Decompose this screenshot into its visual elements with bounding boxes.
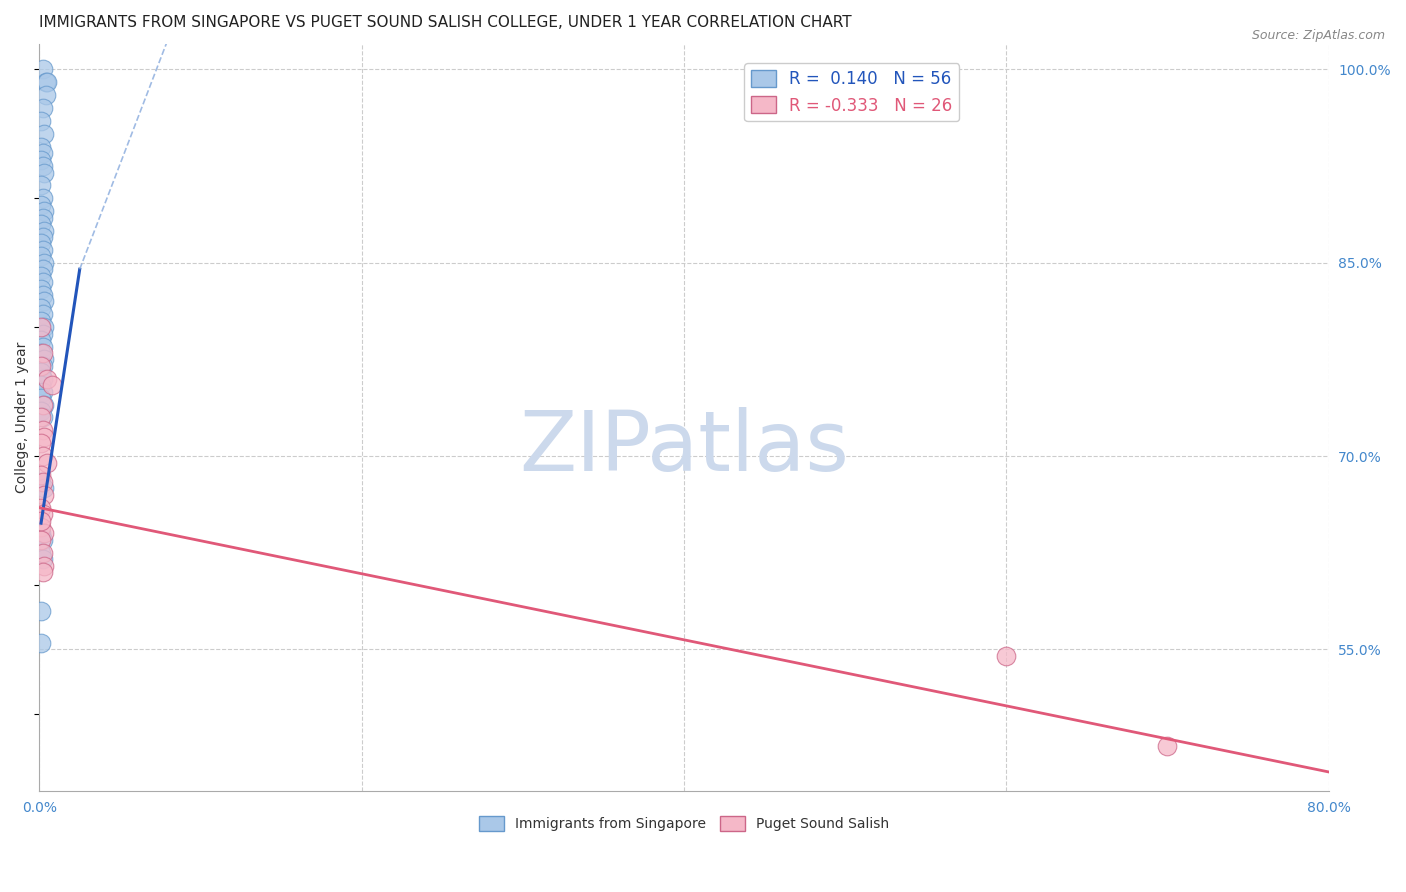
- Point: [31, 546, 53, 560]
- Point: [31, 288, 53, 302]
- Point: [30, 546, 52, 560]
- Point: [31, 423, 53, 437]
- Point: [31, 410, 53, 425]
- Point: [31, 101, 53, 115]
- Point: [30, 436, 52, 450]
- Point: [31, 384, 53, 399]
- Point: [31, 307, 53, 321]
- Point: [32, 165, 55, 179]
- Point: [37, 372, 59, 386]
- Point: [30, 475, 52, 489]
- Point: [31, 398, 53, 412]
- Point: [32, 558, 55, 573]
- Text: IMMIGRANTS FROM SINGAPORE VS PUGET SOUND SALISH COLLEGE, UNDER 1 YEAR CORRELATIO: IMMIGRANTS FROM SINGAPORE VS PUGET SOUND…: [39, 15, 852, 30]
- Point: [30, 526, 52, 541]
- Point: [30, 468, 52, 483]
- Point: [30, 249, 52, 263]
- Point: [32, 320, 55, 334]
- Point: [30, 178, 52, 193]
- Point: [37, 75, 59, 89]
- Point: [30, 533, 52, 547]
- Point: [1156, 739, 1178, 753]
- Point: [31, 262, 53, 277]
- Point: [31, 62, 53, 77]
- Point: [30, 140, 52, 154]
- Point: [31, 507, 53, 521]
- Point: [32, 127, 55, 141]
- Point: [30, 500, 52, 515]
- Point: [30, 514, 52, 528]
- Point: [32, 204, 55, 219]
- Point: [31, 326, 53, 341]
- Point: [30, 359, 52, 373]
- Point: [30, 520, 52, 534]
- Point: [30, 114, 52, 128]
- Point: [32, 430, 55, 444]
- Point: [31, 552, 53, 566]
- Legend: Immigrants from Singapore, Puget Sound Salish: Immigrants from Singapore, Puget Sound S…: [474, 811, 894, 837]
- Point: [30, 410, 52, 425]
- Point: [30, 217, 52, 231]
- Point: [31, 146, 53, 161]
- Point: [32, 488, 55, 502]
- Point: [30, 198, 52, 212]
- Point: [31, 275, 53, 289]
- Point: [995, 648, 1018, 663]
- Point: [31, 191, 53, 205]
- Point: [30, 301, 52, 315]
- Point: [30, 333, 52, 347]
- Point: [31, 475, 53, 489]
- Point: [31, 340, 53, 354]
- Y-axis label: College, Under 1 year: College, Under 1 year: [15, 342, 30, 493]
- Point: [41, 378, 63, 392]
- Point: [30, 636, 52, 650]
- Point: [32, 352, 55, 367]
- Text: Source: ZipAtlas.com: Source: ZipAtlas.com: [1251, 29, 1385, 42]
- Point: [32, 256, 55, 270]
- Point: [31, 230, 53, 244]
- Point: [32, 294, 55, 309]
- Point: [30, 391, 52, 405]
- Point: [30, 346, 52, 360]
- Point: [30, 365, 52, 379]
- Point: [32, 481, 55, 495]
- Point: [30, 320, 52, 334]
- Point: [30, 153, 52, 167]
- Point: [35, 88, 58, 103]
- Point: [31, 346, 53, 360]
- Point: [30, 404, 52, 418]
- Point: [35, 75, 58, 89]
- Point: [37, 456, 59, 470]
- Point: [32, 398, 55, 412]
- Point: [31, 565, 53, 579]
- Point: [30, 604, 52, 618]
- Point: [31, 211, 53, 225]
- Point: [30, 282, 52, 296]
- Point: [31, 159, 53, 173]
- Point: [30, 314, 52, 328]
- Point: [31, 449, 53, 463]
- Point: [30, 268, 52, 283]
- Point: [31, 243, 53, 257]
- Point: [31, 533, 53, 547]
- Point: [31, 359, 53, 373]
- Point: [30, 236, 52, 251]
- Point: [32, 223, 55, 237]
- Point: [30, 378, 52, 392]
- Point: [32, 526, 55, 541]
- Text: ZIPatlas: ZIPatlas: [519, 407, 849, 488]
- Point: [31, 372, 53, 386]
